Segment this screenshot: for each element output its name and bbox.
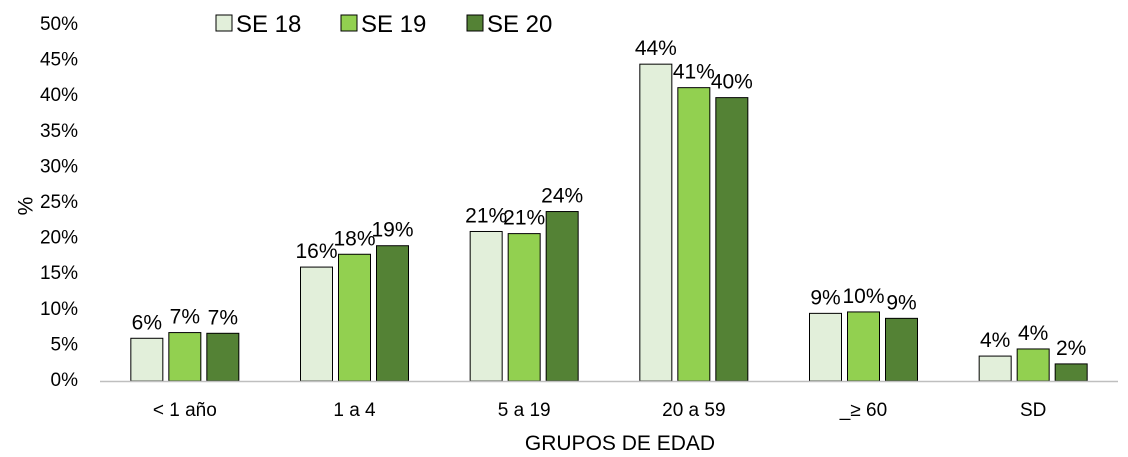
data-label: 41%	[673, 61, 715, 84]
y-tick-label: 20%	[40, 228, 78, 249]
data-label: 21%	[465, 204, 507, 227]
y-tick-label: 15%	[40, 263, 78, 284]
bar	[376, 245, 409, 382]
data-label: 24%	[541, 185, 583, 208]
y-tick-label: 50%	[40, 14, 78, 35]
data-label: 19%	[371, 219, 413, 242]
bars	[130, 63, 1088, 382]
bar	[639, 63, 673, 382]
legend-swatch	[340, 14, 358, 32]
x-tick-label: _≥ 60	[839, 400, 887, 421]
bar	[206, 332, 240, 382]
bar	[130, 337, 164, 382]
bar	[338, 253, 371, 382]
y-axis-ticks: 0% 5% 10% 15% 20% 25% 30% 35% 40% 45% 50%	[40, 14, 78, 391]
y-tick-label: 10%	[40, 299, 78, 320]
data-label: 4%	[980, 329, 1010, 352]
x-tick-label: < 1 año	[153, 400, 217, 421]
legend-label: SE 20	[487, 11, 552, 38]
bar	[847, 311, 880, 382]
y-tick-label: 5%	[51, 334, 79, 355]
bar	[168, 332, 202, 382]
data-label: 44%	[635, 37, 677, 60]
x-tick-label: 20 a 59	[662, 400, 725, 421]
bar	[300, 266, 333, 382]
legend-swatch	[466, 14, 484, 32]
data-label: 10%	[842, 285, 884, 308]
bar	[1016, 348, 1050, 382]
y-tick-label: 40%	[40, 85, 78, 106]
bar	[469, 230, 503, 382]
y-axis-title: %	[15, 197, 38, 216]
x-axis-ticks: < 1 año 1 a 4 5 a 19 20 a 59 _≥ 60 SD	[153, 400, 1046, 421]
y-tick-label: 30%	[40, 156, 78, 177]
y-tick-label: 0%	[51, 370, 79, 391]
y-tick-label: 45%	[40, 50, 78, 71]
bar	[978, 355, 1012, 382]
data-labels: 6% 7% 7%16%18%19%21%21%24%44%41%40%9% 10% 9%…	[132, 37, 1087, 360]
y-tick-label: 25%	[40, 192, 78, 213]
bar	[715, 97, 749, 382]
data-label: 9%	[810, 286, 840, 309]
bar	[677, 87, 711, 382]
bar	[545, 211, 579, 382]
y-tick-label: 35%	[40, 121, 78, 142]
legend: SE 18 SE 19 SE 20	[215, 11, 552, 38]
data-label: 9%	[886, 291, 916, 314]
bar	[507, 233, 541, 382]
data-label: 40%	[711, 71, 753, 94]
x-axis-title: GRUPOS DE EDAD	[525, 432, 715, 455]
data-label: 7%	[170, 306, 200, 329]
legend-label: SE 18	[236, 11, 301, 38]
data-label: 16%	[295, 240, 337, 263]
x-tick-label: SD	[1020, 400, 1046, 421]
data-label: 6%	[132, 311, 162, 334]
data-label: 18%	[333, 227, 375, 250]
data-label: 21%	[503, 207, 545, 230]
legend-label: SE 19	[361, 11, 426, 38]
bar	[809, 312, 842, 382]
legend-swatch	[215, 14, 233, 32]
data-label: 7%	[208, 306, 238, 329]
data-label: 4%	[1018, 322, 1048, 345]
data-label: 2%	[1056, 337, 1086, 360]
bar	[885, 317, 918, 382]
bar	[1054, 363, 1088, 382]
x-tick-label: 1 a 4	[333, 400, 376, 421]
x-tick-label: 5 a 19	[498, 400, 551, 421]
